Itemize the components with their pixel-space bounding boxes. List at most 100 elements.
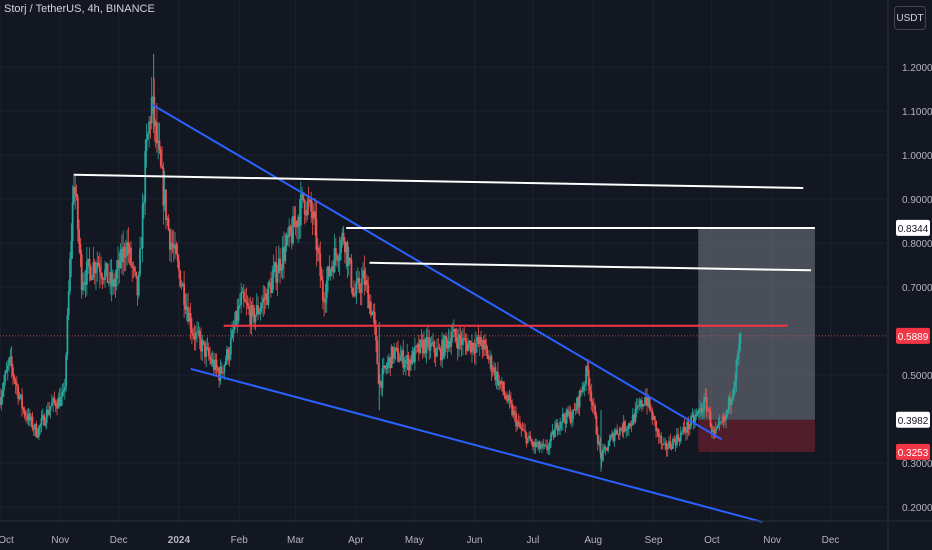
candle-body xyxy=(244,298,246,302)
candle-body xyxy=(302,192,305,201)
candle-body xyxy=(464,338,467,343)
candle-body xyxy=(245,301,248,304)
candle-body xyxy=(565,409,568,424)
candle-body xyxy=(338,253,341,261)
price-marker-label: 0.8344 xyxy=(898,224,929,235)
candle-body xyxy=(98,265,101,273)
candle-body xyxy=(280,268,283,271)
candle-body xyxy=(447,341,450,349)
candle-body xyxy=(412,350,415,363)
candle-body xyxy=(165,189,167,221)
resistance-line-3 xyxy=(369,261,812,272)
candle-body xyxy=(701,411,704,413)
candle-body xyxy=(541,443,543,448)
candle-body xyxy=(472,342,475,351)
candle-body xyxy=(139,248,141,275)
candle-body xyxy=(568,411,571,416)
candle-body xyxy=(78,229,80,244)
candle-body xyxy=(15,383,18,387)
candle-body xyxy=(85,261,88,285)
candle-body xyxy=(294,221,297,228)
candle-body xyxy=(19,394,22,397)
candle-body xyxy=(364,280,367,285)
candle-body xyxy=(485,344,488,350)
candle-body xyxy=(58,397,61,407)
candle-body xyxy=(694,416,696,423)
candle-body xyxy=(389,357,392,369)
candle-body xyxy=(75,193,78,198)
candle-body xyxy=(630,425,633,427)
candle-body xyxy=(347,258,350,266)
candle-body xyxy=(732,387,735,396)
candle-body xyxy=(656,429,659,432)
candle-body xyxy=(402,350,405,368)
candle-body xyxy=(49,405,52,411)
currency-button[interactable]: USDT xyxy=(894,6,926,30)
candle-body xyxy=(213,359,215,371)
candle-body xyxy=(617,434,620,436)
candle-body xyxy=(681,431,683,433)
candle-body xyxy=(386,363,389,369)
candle-body xyxy=(607,446,610,451)
candle-body xyxy=(31,416,34,429)
candle-body xyxy=(275,262,278,283)
candle-body xyxy=(181,283,184,286)
candle-body xyxy=(700,408,703,413)
y-axis: 1.2000 1.1000 1.0000 0.9000 0.8000 0.7000 0.50… xyxy=(902,63,932,514)
drawing-layer xyxy=(73,103,815,523)
candle-body xyxy=(456,341,459,350)
candle-body xyxy=(9,356,12,359)
candle-body xyxy=(154,121,157,127)
candle-body xyxy=(264,293,267,300)
price-marker-label: 0.5889 xyxy=(898,332,929,343)
candle-body xyxy=(573,409,576,411)
candle-body xyxy=(263,298,266,300)
candle-body xyxy=(368,301,371,309)
candle-body xyxy=(48,410,51,415)
candle-body xyxy=(118,260,121,268)
candle-body xyxy=(44,423,47,426)
x-tick-label: Jun xyxy=(467,535,483,546)
price-marker-badge xyxy=(896,327,930,344)
lower-trendline xyxy=(190,367,763,523)
candle-body xyxy=(355,280,358,294)
target-zone xyxy=(698,227,815,420)
candle-body xyxy=(207,348,210,357)
candle-body xyxy=(206,346,209,349)
candle-body xyxy=(708,410,711,412)
candle-body xyxy=(290,232,293,244)
candle-body xyxy=(299,194,302,226)
candle-body xyxy=(467,343,469,352)
candle-body xyxy=(12,367,14,376)
candle-body xyxy=(487,358,490,360)
candle-body xyxy=(507,395,510,401)
candle-body xyxy=(729,397,731,406)
candle-body xyxy=(155,121,158,144)
candle-body xyxy=(471,342,473,353)
candle-body xyxy=(209,356,211,359)
candle-body xyxy=(333,248,336,273)
candle-body xyxy=(686,421,689,433)
candle-body xyxy=(366,280,368,285)
candle-body xyxy=(298,216,301,226)
candle-body xyxy=(315,218,318,251)
candle-body xyxy=(557,428,560,432)
candle-body xyxy=(205,346,208,357)
candle-body xyxy=(272,269,275,278)
candle-body xyxy=(520,427,523,430)
x-tick-label: Dec xyxy=(822,535,840,546)
candle-body xyxy=(605,448,608,451)
candle-body xyxy=(380,381,383,388)
candle-body xyxy=(128,247,131,254)
candle-body xyxy=(602,449,604,461)
candle-body xyxy=(109,272,112,283)
candle-body xyxy=(73,187,75,203)
candle-body xyxy=(2,382,5,391)
candle-body xyxy=(631,414,634,426)
candle-body xyxy=(362,270,364,279)
candle-body xyxy=(582,385,585,391)
candle-body xyxy=(40,418,43,425)
candle-body xyxy=(490,356,493,372)
